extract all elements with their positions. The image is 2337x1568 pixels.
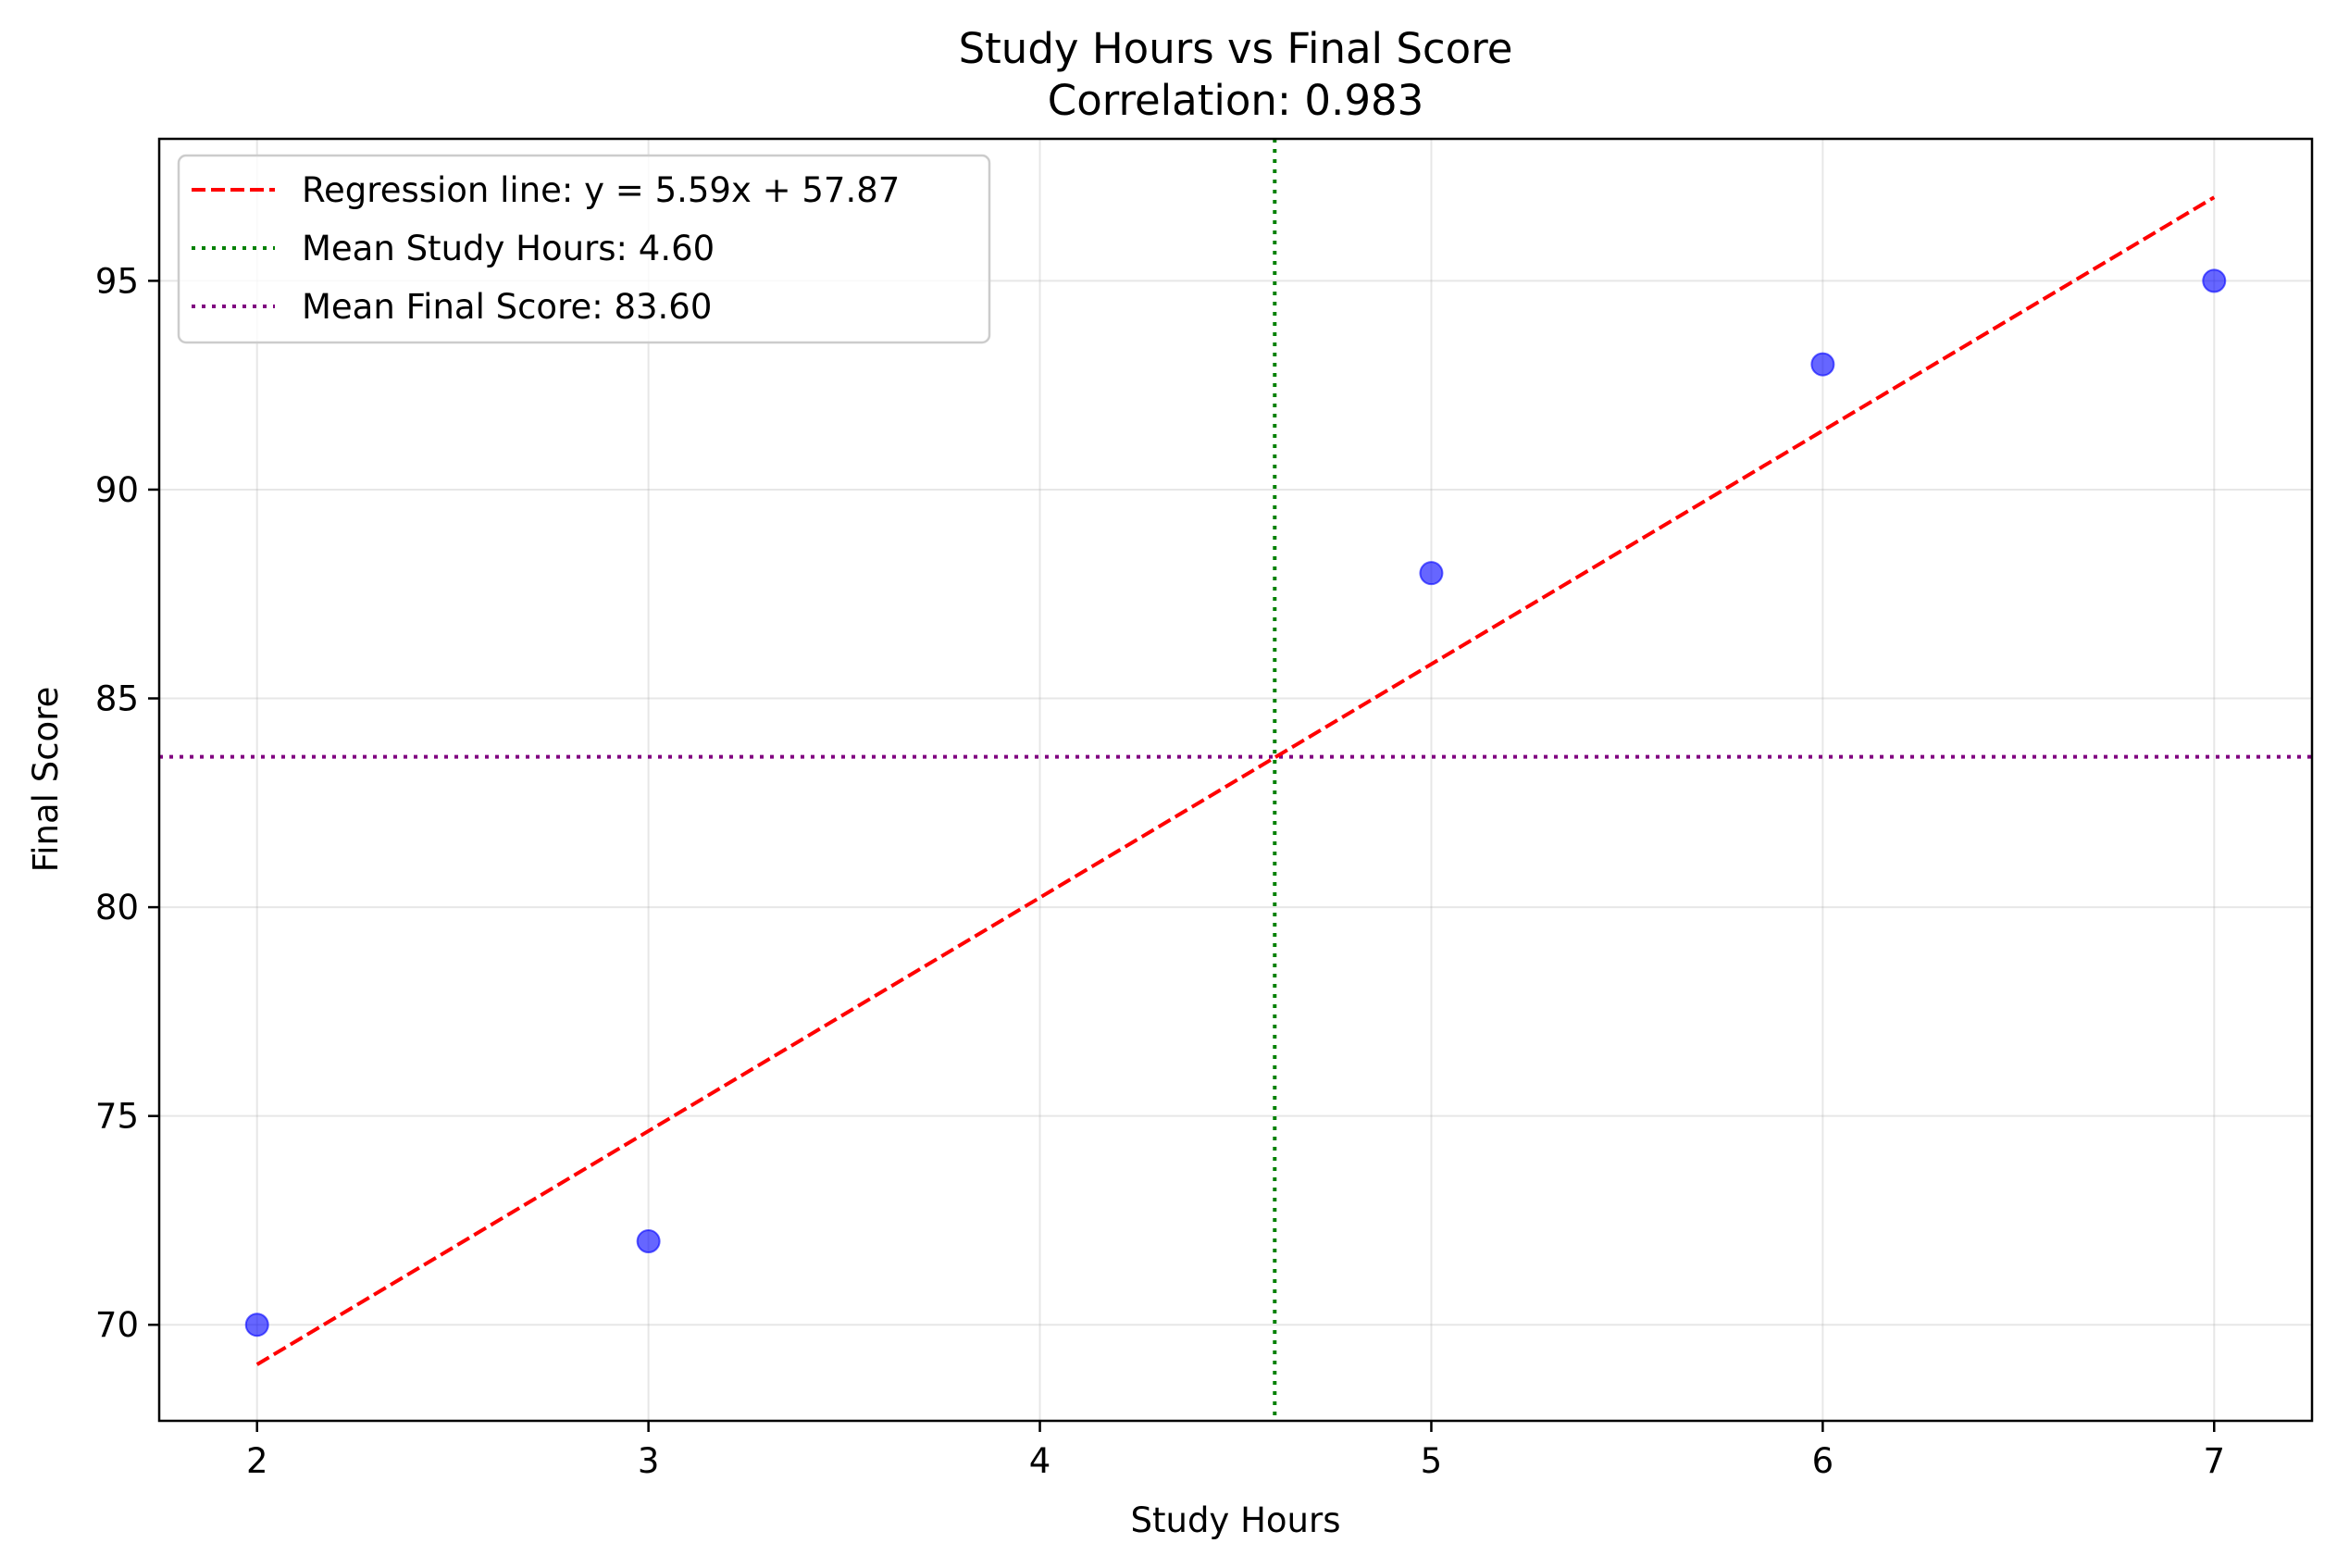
x-tick-label: 7 (2203, 1441, 2225, 1481)
y-axis-label: Final Score (26, 687, 66, 873)
x-tick-label: 6 (1812, 1441, 1834, 1481)
x-tick-label: 4 (1029, 1441, 1051, 1481)
y-tick-label: 80 (95, 888, 139, 927)
legend-label-mean-study-hours: Mean Study Hours: 4.60 (302, 229, 715, 268)
x-tick-label: 5 (1421, 1441, 1443, 1481)
x-tick-label: 2 (246, 1441, 268, 1481)
x-axis-ticks: 2 3 4 5 6 7 (246, 1421, 2225, 1481)
data-point (2202, 268, 2227, 293)
chart-title: Study Hours vs Final Score (959, 24, 1513, 73)
data-point (1810, 352, 1835, 377)
data-point (244, 1313, 269, 1338)
legend-frame (177, 154, 991, 344)
legend: Regression line: y = 5.59x + 57.87 Mean … (177, 154, 991, 344)
y-tick-label: 95 (95, 261, 139, 301)
y-tick-label: 90 (95, 470, 139, 510)
y-tick-label: 70 (95, 1305, 139, 1345)
data-point (636, 1229, 661, 1254)
y-tick-label: 75 (95, 1097, 139, 1137)
plot-frame (157, 137, 2314, 1423)
data-point (1419, 561, 1444, 586)
x-axis-label: Study Hours (1131, 1500, 1341, 1540)
y-tick-label: 85 (95, 679, 139, 719)
regression-line (255, 195, 2216, 1366)
legend-label-mean-final-score: Mean Final Score: 83.60 (302, 287, 712, 327)
x-tick-label: 3 (638, 1441, 660, 1481)
chart-subtitle: Correlation: 0.983 (1048, 76, 1423, 125)
series (159, 139, 2312, 1421)
grid (159, 139, 2312, 1421)
y-axis-ticks: 70 75 80 85 90 95 (95, 261, 159, 1345)
legend-label-regression: Regression line: y = 5.59x + 57.87 (302, 170, 900, 210)
